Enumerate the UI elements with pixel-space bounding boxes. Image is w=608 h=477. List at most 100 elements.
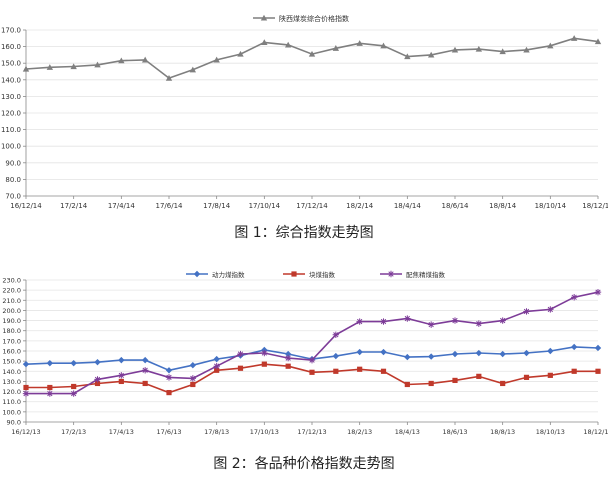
series-2 [23, 361, 601, 396]
data-point [380, 318, 387, 325]
x-tick-label: 17/8/13 [204, 428, 229, 436]
data-point [118, 57, 125, 64]
data-point [404, 353, 411, 361]
data-point [118, 372, 125, 379]
data-point [547, 372, 553, 378]
legend-label: 动力煤指数 [212, 270, 245, 279]
y-tick-label: 110.0 [1, 126, 21, 134]
y-tick-label: 140.0 [1, 76, 21, 84]
data-point [141, 367, 149, 374]
x-tick-label: 17/10/14 [249, 202, 281, 210]
data-point [22, 65, 30, 72]
series-3 [22, 288, 602, 397]
data-point [547, 347, 554, 355]
y-tick-label: 220.0 [2, 287, 21, 295]
data-point [380, 348, 387, 356]
data-point [404, 381, 410, 388]
x-tick-label: 17/12/14 [296, 202, 328, 210]
y-tick-label: 180.0 [2, 327, 21, 335]
y-tick-label: 120.0 [2, 388, 21, 396]
data-point [189, 66, 197, 73]
data-point [452, 377, 458, 384]
x-tick-label: 18/12/13 [583, 428, 608, 436]
data-point [547, 42, 554, 49]
y-tick-label: 130.0 [2, 378, 21, 386]
y-tick-label: 90.0 [5, 159, 21, 167]
data-point [451, 317, 459, 324]
y-tick-label: 100.0 [1, 143, 21, 151]
data-point [523, 46, 530, 53]
data-point [261, 39, 268, 46]
data-point [46, 359, 54, 367]
y-tick-label: 130.0 [1, 93, 21, 101]
data-point [237, 50, 244, 57]
data-point [451, 46, 459, 53]
y-tick-label: 110.0 [2, 398, 21, 406]
data-point [213, 56, 220, 63]
y-tick-label: 140.0 [2, 368, 21, 376]
y-tick-label: 160.0 [1, 43, 21, 51]
data-point [570, 343, 578, 351]
data-point [500, 380, 506, 387]
data-point [94, 358, 101, 366]
x-tick-label: 18/6/13 [442, 428, 467, 436]
data-point [70, 390, 77, 397]
data-point [570, 35, 578, 41]
data-point [309, 369, 315, 375]
figure-2-caption: 图 2：各品种价格指数走势图 [213, 456, 395, 472]
x-tick-label: 17/2/14 [60, 202, 88, 210]
x-tick-label: 18/12/14 [582, 202, 608, 210]
data-point [46, 390, 54, 397]
data-point [22, 390, 30, 397]
y-tick-label: 70.0 [5, 193, 21, 201]
data-point [165, 74, 173, 81]
data-point [571, 368, 577, 374]
data-point [94, 61, 101, 68]
y-tick-label: 100.0 [2, 408, 21, 416]
data-point [284, 354, 292, 362]
data-point [332, 331, 340, 338]
legend-entry: 块煤指数 [283, 270, 336, 279]
data-point [141, 356, 149, 364]
data-point [523, 349, 530, 357]
legend-entry: 配焦精煤指数 [380, 270, 446, 279]
data-point [451, 350, 459, 358]
data-point [332, 352, 340, 360]
x-tick-label: 17/8/14 [203, 202, 231, 210]
data-point [404, 315, 411, 322]
data-point [118, 356, 125, 364]
legend-label: 块煤指数 [309, 270, 336, 279]
y-tick-label: 230.0 [2, 277, 21, 285]
data-point [308, 50, 316, 57]
data-point [380, 42, 387, 49]
data-point [308, 356, 316, 364]
data-point [118, 378, 124, 385]
data-point [499, 350, 506, 358]
data-point [427, 353, 435, 360]
data-point [46, 64, 54, 70]
data-point [213, 355, 220, 363]
data-point [499, 317, 506, 324]
data-point [285, 363, 291, 369]
y-tick-label: 120.0 [1, 110, 21, 118]
x-tick-label: 18/8/13 [490, 428, 515, 436]
x-tick-label: 18/2/14 [346, 202, 374, 210]
x-tick-label: 17/12/13 [297, 428, 326, 436]
data-point [570, 294, 578, 301]
x-tick-label: 17/10/13 [250, 428, 279, 436]
data-point [594, 288, 602, 296]
data-point [332, 45, 340, 51]
series-line [26, 363, 598, 394]
data-point [427, 321, 435, 328]
x-tick-label: 18/2/13 [347, 428, 372, 436]
series-line [25, 37, 599, 79]
data-point [166, 389, 172, 396]
data-point [189, 362, 197, 369]
x-tick-label: 16/12/13 [11, 428, 40, 436]
data-point [499, 48, 506, 55]
data-point [71, 383, 77, 390]
data-point [357, 366, 363, 372]
data-point [594, 344, 602, 352]
data-point [523, 308, 530, 315]
chart-2: 90.0 100.0 110.0 120.0 130.0 140.0 150.0 160.0 1… [2, 270, 608, 436]
